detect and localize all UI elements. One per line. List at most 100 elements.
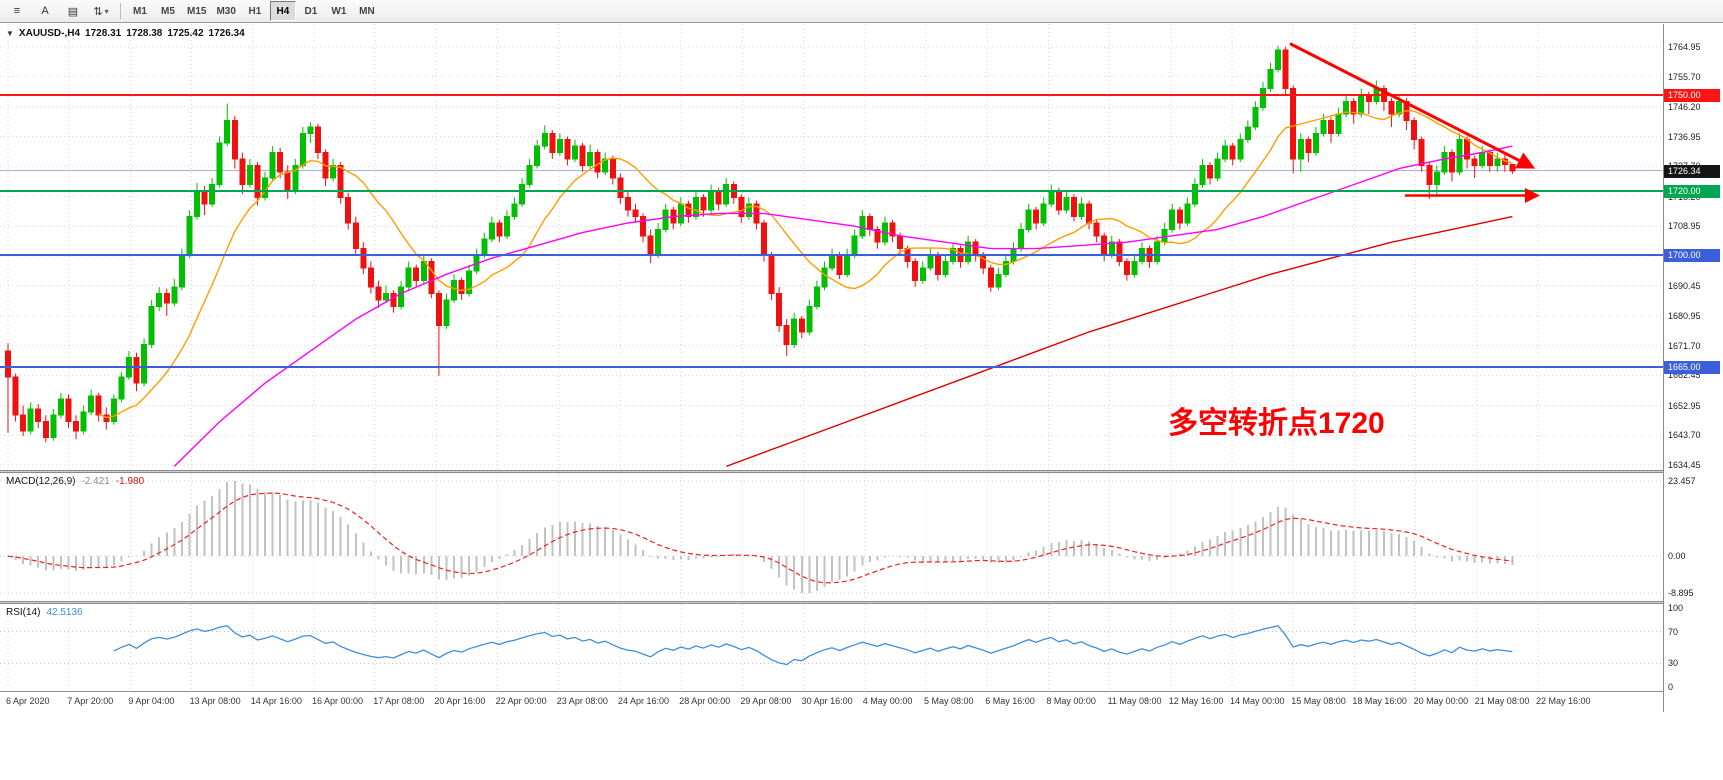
date-label: 16 Apr 00:00 (312, 696, 364, 706)
macd-axis-label: 23.457 (1668, 476, 1696, 486)
rsi-axis-label: 70 (1668, 626, 1679, 637)
timeframe-m30[interactable]: M30 (216, 5, 236, 17)
date-label: 14 Apr 16:00 (250, 696, 302, 706)
macd-signal-line (7, 492, 1513, 584)
date-label: 20 May 00:00 (1413, 696, 1469, 706)
date-label: 4 May 00:00 (862, 696, 913, 706)
rsi-axis-label: 0 (1668, 682, 1674, 692)
date-label: 8 May 00:00 (1046, 696, 1096, 706)
dropdown-caret-icon: ▾ (104, 6, 109, 16)
timeframe-m5[interactable]: M5 (161, 5, 175, 17)
date-label: 24 Apr 16:00 (618, 696, 670, 706)
indicators-icon[interactable]: ⇅ ▾ (93, 5, 109, 18)
rsi-label-row: RSI(14) 42.5136 (6, 607, 83, 618)
toolbar-separator (120, 3, 121, 19)
axis-border (1663, 24, 1664, 712)
rsi-value: 42.5136 (46, 607, 83, 618)
toolbar-tools: ≡ A ▤ ⇅ ▾ (3, 1, 115, 21)
ma-slow-line (725, 215, 1513, 468)
panel-separator-rsi[interactable] (0, 601, 1723, 604)
date-label: 22 May 16:00 (1536, 696, 1591, 706)
macd-main-value: -2.421 (81, 476, 110, 487)
timeframe-h4[interactable]: H4 (269, 1, 296, 21)
date-label: 14 May 00:00 (1230, 696, 1285, 706)
date-label: 17 Apr 08:00 (373, 696, 425, 706)
date-label: 30 Apr 16:00 (801, 696, 853, 706)
chart-type-icon[interactable]: ▤ (67, 5, 79, 18)
descending-trendline[interactable] (1289, 42, 1536, 169)
macd-name: MACD(12,26,9) (6, 476, 76, 487)
date-label: 12 May 16:00 (1168, 696, 1224, 706)
price-tick-label: 1634.45 (1668, 460, 1701, 470)
price-axis[interactable]: 1764.951755.701746.201736.951727.701718.… (1663, 24, 1723, 712)
price-tick-label: 1680.95 (1668, 311, 1701, 322)
price-badge-1726.34: 1726.34 (1664, 164, 1720, 178)
date-label: 6 May 16:00 (985, 696, 1035, 706)
ma-fast-line (98, 109, 1513, 419)
high-value: 1728.38 (126, 28, 163, 39)
date-label: 21 May 08:00 (1474, 696, 1530, 706)
chart-collapse-icon[interactable]: ▼ (6, 29, 14, 38)
macd-histogram (7, 481, 1514, 593)
date-label: 22 Apr 00:00 (495, 696, 547, 706)
date-label: 23 Apr 08:00 (556, 696, 608, 706)
macd-axis-label: 0.00 (1668, 551, 1686, 562)
toolbar: ≡ A ▤ ⇅ ▾ M1 M5 M15 M30 H1 H4 D1 W1 MN (0, 0, 1723, 23)
date-label: 20 Apr 16:00 (434, 696, 486, 706)
timeframe-m1[interactable]: M1 (133, 5, 147, 17)
timeframe-h1[interactable]: H1 (248, 5, 262, 17)
macd-signal-value: -1.980 (115, 476, 145, 487)
date-label: 7 Apr 20:00 (67, 696, 114, 706)
symbol-label: XAUUSD-,H4 (18, 28, 81, 39)
open-value: 1728.31 (85, 28, 122, 39)
macd-chart-canvas[interactable] (0, 473, 1663, 601)
price-tick-label: 1746.20 (1668, 102, 1701, 113)
timeframe-d1[interactable]: D1 (304, 5, 318, 17)
timeframe-m15[interactable]: M15 (187, 5, 207, 17)
price-badge-1700.00: 1700.00 (1664, 249, 1720, 263)
price-tick-label: 1690.45 (1668, 280, 1701, 291)
date-label: 15 May 08:00 (1291, 696, 1346, 706)
macd-label-row: MACD(12,26,9) -2.421 -1.980 (6, 476, 144, 487)
annotation-text: 多空转折点1720 (1168, 407, 1385, 440)
price-tick-label: 1755.70 (1668, 71, 1701, 82)
date-label: 5 May 08:00 (924, 696, 974, 706)
price-badge-1720.00: 1720.00 (1664, 184, 1720, 198)
panel-separator-macd[interactable] (0, 470, 1723, 473)
time-axis[interactable]: 6 Apr 2020 7 Apr 20:00 9 Apr 04:00 13 Apr 0… (0, 691, 1663, 712)
date-label: 29 Apr 08:00 (740, 696, 792, 706)
rsi-name: RSI(14) (6, 607, 41, 618)
close-value: 1726.34 (208, 28, 245, 39)
timeframe-w1[interactable]: W1 (331, 5, 347, 17)
charts-menu-icon[interactable]: ≡ (13, 5, 21, 17)
price-tick-label: 1652.95 (1668, 400, 1701, 411)
date-label: 9 Apr 04:00 (128, 696, 175, 706)
price-badge-1665.00: 1665.00 (1664, 361, 1720, 375)
price-tick-label: 1662.45 (1668, 370, 1701, 381)
price-chart-canvas[interactable] (0, 24, 1663, 470)
date-label: 28 Apr 00:00 (679, 696, 731, 706)
ma-medium-line (173, 145, 1513, 467)
price-tick-label: 1671.70 (1668, 340, 1701, 351)
date-label: 11 May 08:00 (1107, 696, 1162, 706)
price-tick-label: 1764.95 (1668, 42, 1701, 52)
date-label: 6 Apr 2020 (6, 696, 50, 706)
symbol-ohlc-line: ▼ XAUUSD-,H4 1728.31 1728.38 1725.42 1726.34 (6, 28, 250, 39)
timeframe-group: M1 M5 M15 M30 H1 H4 D1 W1 MN (126, 1, 381, 21)
date-label: 18 May 16:00 (1352, 696, 1407, 706)
cursor-tool-icon[interactable]: A (41, 5, 49, 17)
low-value: 1725.42 (167, 28, 204, 39)
rsi-line (113, 625, 1513, 666)
macd-axis-label: -8.895 (1668, 588, 1694, 598)
rsi-axis-label: 30 (1668, 658, 1679, 669)
candles-layer (5, 45, 1516, 443)
grid-layer (0, 24, 1663, 470)
price-tick-label: 1736.95 (1668, 131, 1701, 142)
timeframe-mn[interactable]: MN (359, 5, 375, 17)
price-badge-1750.00: 1750.00 (1664, 88, 1720, 102)
price-tick-label: 1708.95 (1668, 221, 1701, 232)
price-tick-label: 1643.70 (1668, 430, 1701, 441)
rsi-chart-canvas[interactable] (0, 604, 1663, 691)
rsi-axis-label: 100 (1668, 603, 1684, 613)
